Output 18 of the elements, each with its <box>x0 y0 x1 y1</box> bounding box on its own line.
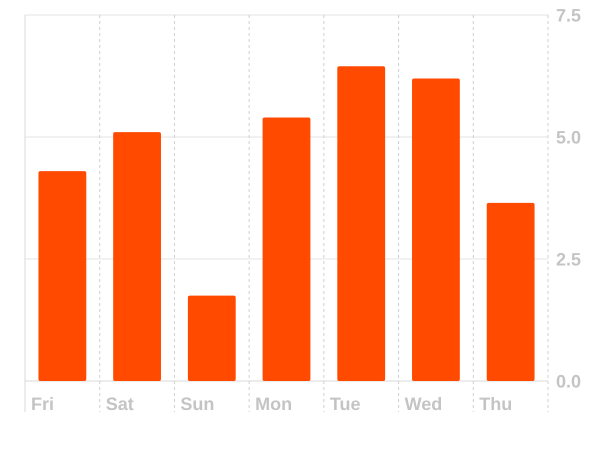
x-tick-label: Thu <box>479 394 512 414</box>
x-tick-label: Sat <box>106 394 134 414</box>
bar <box>262 117 310 381</box>
y-tick-label: 7.5 <box>556 5 582 26</box>
x-tick-label: Mon <box>255 394 292 414</box>
x-tick-label: Wed <box>404 394 442 414</box>
bar <box>486 202 535 381</box>
bar <box>38 171 86 381</box>
bar <box>113 132 161 381</box>
x-tick-label: Fri <box>31 394 54 414</box>
bar <box>188 296 236 381</box>
y-tick-label: 2.5 <box>556 249 582 270</box>
y-tick-label: 5.0 <box>556 127 582 148</box>
x-tick-label: Tue <box>330 394 361 414</box>
bar <box>412 78 460 381</box>
y-tick-label: 0.0 <box>556 371 582 392</box>
x-tick-label: Sun <box>180 394 214 414</box>
bar <box>337 66 386 381</box>
